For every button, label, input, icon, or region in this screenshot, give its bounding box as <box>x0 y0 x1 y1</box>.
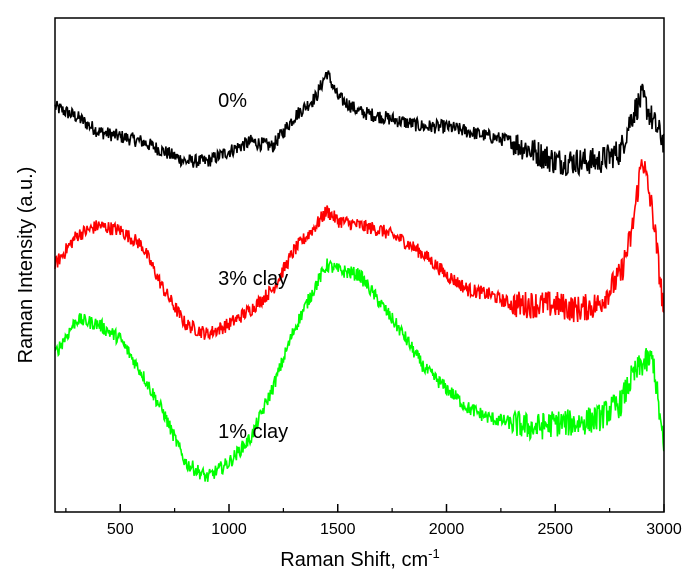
x-tick-label-500: 500 <box>107 521 134 538</box>
x-tick-label-3000: 3000 <box>646 521 682 538</box>
series-line-1 <box>54 159 665 340</box>
series-line-2 <box>54 258 665 482</box>
plot-frame <box>54 17 665 513</box>
series-label-0: 0% <box>218 90 247 112</box>
x-tick-label-1000: 1000 <box>211 521 247 538</box>
series-line-0 <box>54 70 665 178</box>
x-tick-label-2000: 2000 <box>429 521 465 538</box>
x-tick-label-1500: 1500 <box>320 521 356 538</box>
y-axis-title: Raman Intensity (a.u.) <box>15 167 37 364</box>
series-layer <box>54 70 665 482</box>
x-axis-title: Raman Shift, cm-1 <box>280 546 439 571</box>
x-axis-ticks: 500 1000 1500 2000 2500 3000 <box>65 504 682 538</box>
series-labels: 0% 3% clay 1% clay <box>218 90 288 443</box>
series-label-2: 1% clay <box>218 421 288 443</box>
x-tick-label-2500: 2500 <box>537 521 573 538</box>
series-label-1: 3% clay <box>218 268 288 290</box>
